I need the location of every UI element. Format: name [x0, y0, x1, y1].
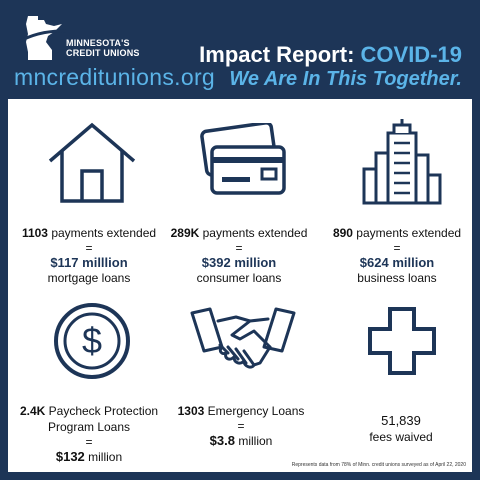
stat-equals: = — [237, 419, 245, 433]
stat-amount: $132 — [55, 449, 85, 464]
credit-cards-icon — [200, 123, 286, 195]
stat-label: fees waived — [369, 430, 433, 444]
stat-equals: = — [85, 241, 93, 255]
page-title: Impact Report: COVID-19 — [199, 42, 462, 68]
website-link[interactable]: mncreditunions.org — [14, 64, 216, 90]
footnote: Represents data from 78% of Minn. credit… — [291, 462, 466, 468]
stat-count-label-line2: Program Loans — [47, 420, 131, 434]
stat-mortgage: 1103 payments extended = $117 milllion m… — [14, 225, 164, 286]
stat-count: 1303 — [177, 404, 205, 418]
header: MINNESOTA'S CREDIT UNIONS mncreditunions… — [0, 0, 480, 100]
stat-amount-label: consumer loans — [196, 271, 282, 285]
title-prefix: Impact Report: — [199, 42, 361, 67]
stat-amount: $624 million — [359, 255, 435, 270]
mn-credit-unions-logo[interactable]: MINNESOTA'S CREDIT UNIONS — [14, 12, 154, 64]
logo-text-line2: CREDIT UNIONS — [66, 48, 140, 58]
dollar-coin-icon: $ — [54, 303, 130, 379]
stats-panel: 1103 payments extended = $117 milllion m… — [8, 99, 472, 472]
stat-ppp: 2.4K Paycheck Protection Program Loans =… — [14, 403, 164, 465]
stat-business: 890 payments extended = $624 million bus… — [322, 225, 472, 286]
page-subtitle: We Are In This Together. — [229, 68, 462, 90]
stat-consumer: 289K payments extended = $392 million co… — [164, 225, 314, 286]
house-icon — [48, 122, 136, 203]
stat-emergency: 1303 Emergency Loans = $3.8 million — [166, 403, 316, 449]
stat-count: 289K — [170, 226, 200, 240]
stat-count-label: Emergency Loans — [204, 404, 305, 418]
stat-amount-suffix: million — [234, 434, 273, 448]
stat-count-label: payments extended — [352, 226, 462, 240]
stat-count: 2.4K — [19, 404, 46, 418]
handshake-icon — [190, 307, 296, 369]
title-accent: COVID-19 — [360, 42, 462, 67]
minnesota-state-icon — [17, 16, 66, 60]
stat-amount: $392 million — [201, 255, 277, 270]
stat-equals: = — [85, 435, 93, 449]
stat-equals: = — [235, 241, 243, 255]
stat-count: 890 — [332, 226, 353, 240]
svg-text:$: $ — [82, 320, 102, 361]
stat-fees-waived: 51,839 fees waived — [326, 413, 476, 445]
cross-icon — [368, 307, 436, 375]
stat-count: 1103 — [21, 226, 48, 240]
stat-count-label: payments extended — [47, 226, 157, 240]
stat-amount: $117 milllion — [50, 255, 128, 270]
stat-amount-label: mortgage loans — [47, 271, 131, 285]
stat-count: 51,839 — [381, 413, 421, 428]
stat-count-label: Paycheck Protection — [45, 404, 159, 418]
logo-text-line1: MINNESOTA'S — [66, 38, 130, 48]
stat-amount-suffix: million — [84, 450, 123, 464]
stat-count-label: payments extended — [199, 226, 308, 240]
stat-amount: $3.8 — [209, 433, 235, 448]
stat-equals: = — [393, 241, 401, 255]
stat-amount-label: business loans — [357, 271, 437, 285]
buildings-icon — [362, 119, 442, 205]
